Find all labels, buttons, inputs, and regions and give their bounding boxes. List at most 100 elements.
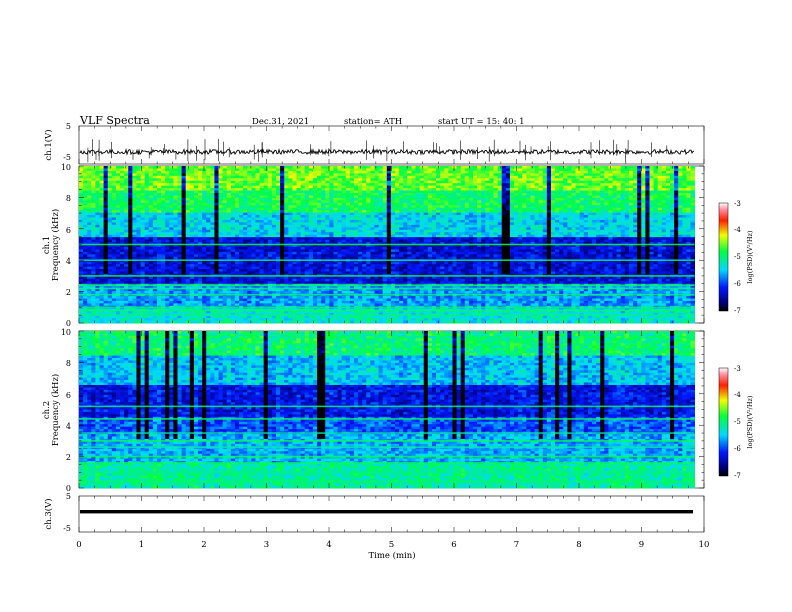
spectrogram-cell xyxy=(198,220,203,223)
spectrogram-cell xyxy=(366,215,371,218)
spectrogram-cell xyxy=(309,264,314,267)
spectrogram-cell xyxy=(173,208,178,211)
spectrogram-cell xyxy=(264,254,269,257)
spectrogram-cell xyxy=(161,183,166,186)
spectrogram-cell xyxy=(255,220,259,223)
spectrogram-cell xyxy=(165,235,170,238)
spectrogram-cell xyxy=(264,200,269,203)
spectrogram-cell xyxy=(350,193,355,196)
spectrogram-cell xyxy=(141,173,146,176)
spectrogram-cell xyxy=(251,186,256,189)
spectrogram-cell xyxy=(243,321,248,324)
spectrogram-cell xyxy=(104,213,109,216)
spectrogram-cell xyxy=(235,188,240,191)
spectrogram-cell xyxy=(87,240,92,243)
spectrogram-cell xyxy=(317,321,322,324)
spectrogram-cell xyxy=(227,213,232,216)
spectrogram-cell xyxy=(239,267,244,270)
spectrogram-cell xyxy=(333,166,338,169)
spectrogram-cell xyxy=(206,249,211,252)
spectrogram-cell xyxy=(202,321,207,324)
spectrogram-cell xyxy=(354,171,359,174)
spectrogram-cell xyxy=(100,237,105,240)
spectrogram-cell xyxy=(333,257,338,260)
spectrogram-cell xyxy=(153,203,158,206)
spectrogram-cell xyxy=(239,235,244,238)
spectrogram-cell xyxy=(383,230,388,233)
spectrogram-cell xyxy=(145,271,150,274)
spectrogram-cell xyxy=(305,235,310,238)
spectrogram-cell xyxy=(223,210,228,213)
spectrogram-cell xyxy=(321,220,326,223)
spectrogram-cell xyxy=(178,247,183,250)
spectrogram-cell xyxy=(370,222,375,225)
spectrogram-cell xyxy=(366,178,371,181)
spectrogram-cell xyxy=(157,296,162,299)
spectrogram-cell xyxy=(354,173,359,176)
spectrogram-cell xyxy=(383,247,388,250)
spectrogram-cell xyxy=(255,230,259,233)
spectrogram-cell xyxy=(182,318,187,321)
spectrogram-cell xyxy=(124,321,128,324)
spectrogram-cell xyxy=(338,262,343,265)
spectrogram-cell xyxy=(95,262,100,265)
spectrogram-cell xyxy=(124,269,128,272)
spectrogram-cell xyxy=(387,178,392,181)
spectrogram-cell xyxy=(235,205,240,208)
spectrogram-cell xyxy=(350,213,355,216)
spectrogram-cell xyxy=(223,213,228,216)
spectrogram-cell xyxy=(104,178,109,181)
spectrogram-cell xyxy=(305,240,310,243)
spectrogram-cell xyxy=(210,296,215,299)
spectrogram-cell xyxy=(87,247,92,250)
spectrogram-cell xyxy=(128,191,133,194)
spectrogram-cell xyxy=(321,279,326,282)
spectrogram-cell xyxy=(219,269,224,272)
spectrogram-cell xyxy=(157,181,162,184)
spectrogram-cell xyxy=(276,220,281,223)
spectrogram-cell xyxy=(141,321,146,324)
spectrogram-cell xyxy=(132,249,137,252)
spectrogram-cell xyxy=(387,188,392,191)
spectrogram-cell xyxy=(214,203,219,206)
spectrogram-cell xyxy=(161,222,166,225)
spectrogram-cell xyxy=(219,298,224,301)
spectrogram-cell xyxy=(227,267,232,270)
spectrogram-cell xyxy=(149,178,154,181)
spectrogram-cell xyxy=(235,252,240,255)
spectrogram-cell xyxy=(186,178,191,181)
spectrogram-cell xyxy=(379,198,384,201)
spectrogram-cell xyxy=(87,298,92,301)
spectrogram-cell xyxy=(329,218,334,221)
spectrogram-cell xyxy=(214,276,219,279)
spectrogram-cell xyxy=(317,186,322,189)
spectrogram-cell xyxy=(145,193,150,196)
spectrogram-cell xyxy=(190,205,195,208)
spectrogram-cell xyxy=(219,301,224,304)
spectrogram-cell xyxy=(190,188,195,191)
spectrogram-cell xyxy=(321,318,326,321)
spectrogram-cell xyxy=(132,230,137,233)
spectrogram-cell xyxy=(227,303,232,306)
spectrogram-cell xyxy=(309,218,314,221)
spectrogram-cell xyxy=(136,301,141,304)
spectrogram-cell xyxy=(346,303,351,306)
spectrogram-cell xyxy=(95,210,100,213)
spectrogram-cell xyxy=(239,227,244,230)
spectrogram-cell xyxy=(161,227,166,230)
spectrogram-cell xyxy=(128,181,133,184)
spectrogram-cell xyxy=(161,262,166,265)
spectrogram-cell xyxy=(210,232,215,235)
spectrogram-cell xyxy=(358,227,363,230)
spectrogram-cell xyxy=(292,303,297,306)
spectrogram-cell xyxy=(136,279,141,282)
spectrogram-cell xyxy=(136,222,141,225)
spectrogram-cell xyxy=(178,240,183,243)
spectrogram-cell xyxy=(362,267,367,270)
spectrogram-cell xyxy=(251,210,256,213)
spectrogram-cell xyxy=(202,210,207,213)
spectrogram-cell xyxy=(182,205,187,208)
spectrogram-cell xyxy=(145,279,150,282)
spectrogram-cell xyxy=(210,183,215,186)
spectrogram-cell xyxy=(128,264,133,267)
